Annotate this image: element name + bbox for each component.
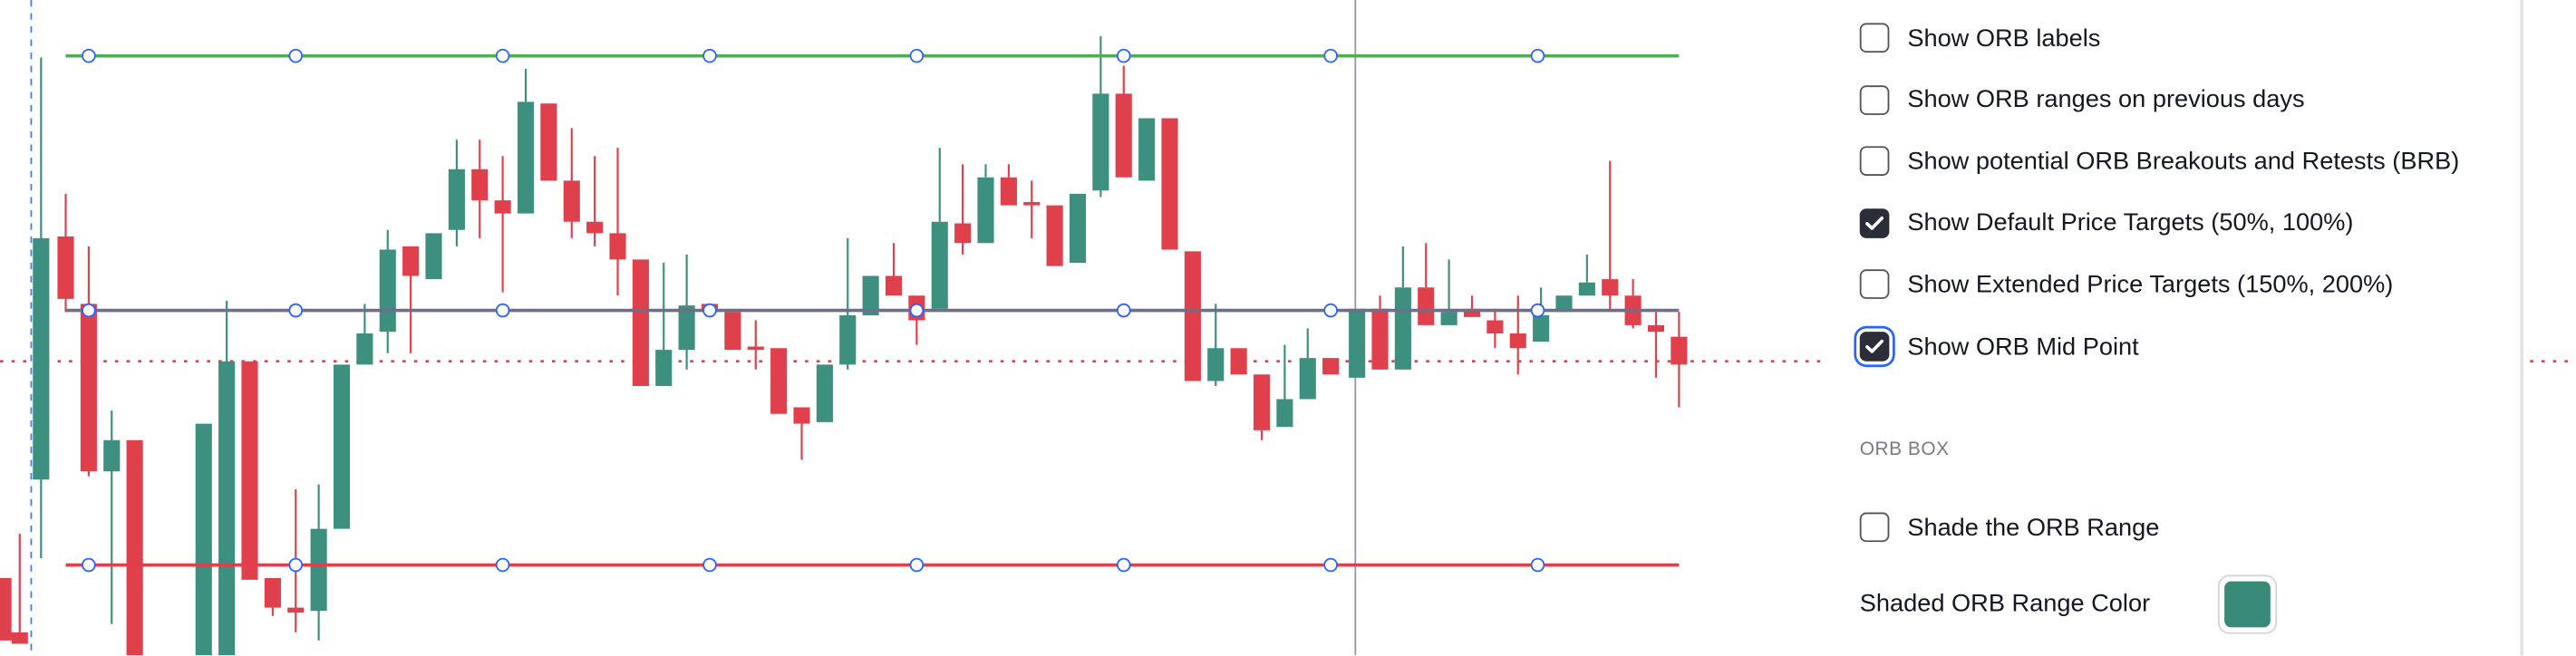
handle[interactable] — [909, 557, 925, 573]
handle[interactable] — [82, 48, 96, 63]
checkbox[interactable] — [1859, 84, 1890, 115]
handle[interactable] — [495, 48, 510, 63]
handle[interactable] — [1530, 557, 1545, 573]
handle[interactable] — [1530, 48, 1545, 63]
checkbox[interactable] — [1859, 269, 1890, 300]
checkbox-row[interactable]: Show ORB ranges on previous days — [1859, 82, 2305, 118]
handle[interactable] — [495, 557, 510, 573]
checkbox[interactable] — [1859, 512, 1890, 543]
handle[interactable] — [702, 557, 717, 573]
color-label: Shaded ORB Range Color — [1859, 589, 2151, 618]
checkbox-row[interactable]: Shade the ORB Range — [1859, 509, 2160, 545]
checkbox[interactable] — [1859, 207, 1890, 238]
checkbox[interactable] — [1859, 23, 1890, 53]
handle[interactable] — [702, 48, 717, 63]
handle[interactable] — [1323, 303, 1338, 318]
checkbox-label[interactable]: Shade the ORB Range — [1907, 513, 2160, 542]
green-candles — [33, 93, 1595, 656]
handle[interactable] — [1116, 48, 1131, 63]
checkbox-label[interactable]: Show potential ORB Breakouts and Retests… — [1907, 147, 2460, 176]
handle[interactable] — [288, 48, 304, 63]
checkbox-label[interactable]: Show ORB ranges on previous days — [1907, 85, 2305, 114]
handle[interactable] — [82, 303, 96, 318]
checkbox-row[interactable]: Show Default Price Targets (50%, 100%) — [1859, 205, 2354, 241]
red-candles — [0, 93, 1688, 656]
color-swatch[interactable] — [2224, 581, 2271, 628]
line-handles — [82, 48, 1545, 573]
checkbox-row[interactable]: Show ORB Mid Point — [1859, 329, 2139, 365]
checkbox[interactable] — [1859, 332, 1890, 362]
checkbox-row[interactable]: Show potential ORB Breakouts and Retests… — [1859, 143, 2460, 179]
checkbox-label[interactable]: Show ORB Mid Point — [1907, 333, 2139, 361]
checkbox-label[interactable]: Show Default Price Targets (50%, 100%) — [1907, 208, 2354, 237]
checkmark — [1865, 339, 1884, 353]
handle[interactable] — [1116, 303, 1131, 318]
handle[interactable] — [909, 48, 925, 63]
section-title: ORB BOX — [1859, 439, 1950, 460]
settings-panel: ORB BOX Shaded ORB Range Color Show ORB … — [1823, 0, 2523, 656]
checkbox-label[interactable]: Show Extended Price Targets (150%, 200%) — [1907, 270, 2394, 299]
handle[interactable] — [495, 303, 510, 318]
handle[interactable] — [702, 303, 717, 318]
handle[interactable] — [1323, 557, 1338, 573]
handle[interactable] — [1530, 303, 1545, 318]
handle[interactable] — [909, 303, 925, 318]
handle[interactable] — [82, 557, 96, 573]
checkbox-row[interactable]: Show ORB labels — [1859, 20, 2101, 56]
checkmark — [1865, 216, 1884, 230]
handle[interactable] — [1323, 48, 1338, 63]
handle[interactable] — [288, 303, 304, 318]
handle[interactable] — [288, 557, 304, 573]
checkbox-row[interactable]: Show Extended Price Targets (150%, 200%) — [1859, 266, 2394, 303]
color-picker[interactable] — [2217, 574, 2278, 634]
checkbox-label[interactable]: Show ORB labels — [1907, 24, 2101, 53]
handle[interactable] — [1116, 557, 1131, 573]
checkbox[interactable] — [1859, 146, 1890, 177]
